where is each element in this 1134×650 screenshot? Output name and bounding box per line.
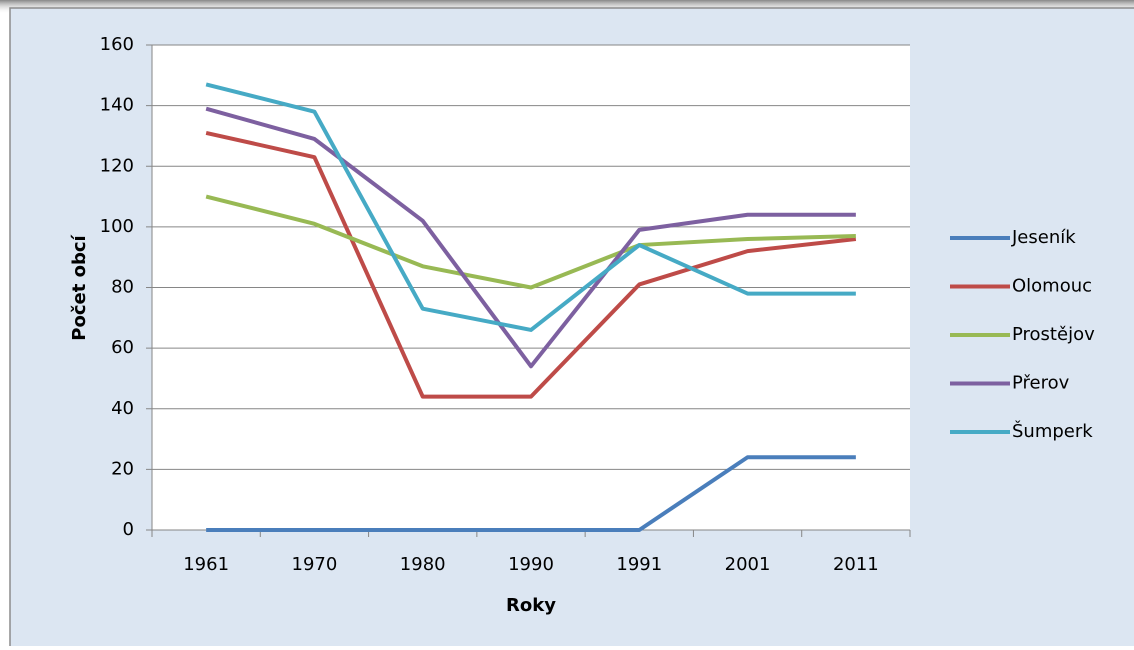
x-tick-label: 1990 [508,554,554,575]
legend-label: Přerov [1012,373,1070,394]
x-tick-label: 1961 [183,554,229,575]
series-line [205,194,856,290]
y-tick-label: 160 [100,34,134,55]
y-axis-title: Počet obcí [69,234,90,340]
y-tick-label: 80 [111,277,134,298]
y-tick-label: 100 [100,216,134,237]
series-line [206,455,856,532]
y-tick-label: 60 [111,337,134,358]
legend-label: Šumperk [1012,420,1093,442]
x-axis-title: Roky [506,595,556,616]
x-tick-label: 1970 [292,554,338,575]
series-line [205,130,857,399]
x-tick-label: 2011 [833,554,879,575]
y-tick-label: 120 [100,155,134,176]
y-tick-label: 0 [123,519,134,540]
series-line [205,82,856,332]
x-tick-label: 1991 [616,554,662,575]
x-tick-label: 1980 [400,554,446,575]
legend-label: Jeseník [1011,227,1076,248]
y-tick-label: 40 [111,398,134,419]
y-tick-label: 140 [100,95,134,116]
series-line [205,106,856,369]
y-tick-label: 20 [111,458,134,479]
legend-label: Prostějov [1012,324,1095,345]
legend-label: Olomouc [1012,276,1092,297]
x-tick-label: 2001 [725,554,771,575]
